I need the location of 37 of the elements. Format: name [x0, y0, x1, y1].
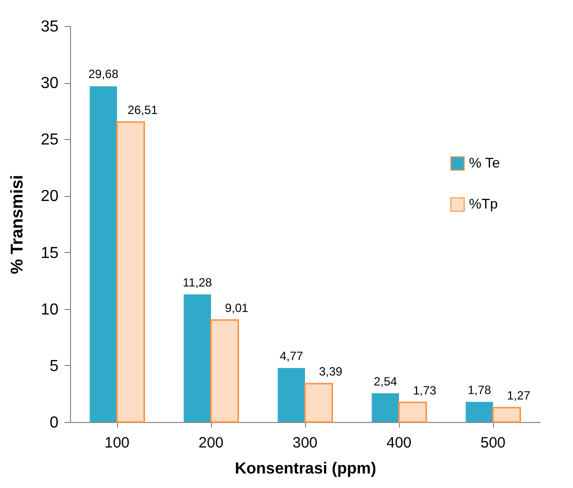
- data-label: 2,54: [374, 374, 398, 388]
- y-tick-label: 10: [40, 301, 59, 318]
- x-tick-label: 300: [292, 434, 318, 452]
- legend-label: % Te: [469, 154, 500, 170]
- data-label: 9,01: [224, 301, 249, 316]
- bar: [372, 393, 399, 422]
- data-label: 1,27: [506, 388, 531, 403]
- data-label: 3,39: [318, 364, 343, 379]
- y-tick-label: 25: [40, 132, 59, 149]
- bar: [466, 402, 493, 422]
- bar: [398, 402, 428, 423]
- y-tick-label: 5: [50, 358, 59, 375]
- y-tick-label: 30: [40, 75, 59, 92]
- x-tick-label: 200: [198, 434, 224, 452]
- y-tick-label: 15: [40, 244, 59, 262]
- bar: [210, 319, 240, 423]
- bar: [90, 86, 117, 422]
- bar: [116, 121, 146, 423]
- legend-label: %Tp: [469, 196, 498, 212]
- x-axis-title: Konsentrasi (ppm): [234, 460, 376, 478]
- data-label: 4,77: [280, 349, 304, 364]
- x-tick-label: 400: [386, 434, 412, 452]
- data-label: 26,51: [128, 103, 158, 118]
- y-axis-title: % Transmisi: [8, 174, 27, 274]
- bar: [304, 382, 334, 423]
- data-label: 29,68: [88, 67, 119, 82]
- data-label: 1,78: [468, 382, 492, 397]
- data-label: 11,28: [182, 275, 212, 290]
- y-tick-label: 0: [50, 414, 59, 432]
- y-tick-label: 20: [40, 188, 59, 206]
- x-tick-label: 500: [480, 434, 506, 452]
- y-tick-label: 35: [40, 18, 59, 36]
- x-tick-label: 100: [104, 434, 130, 452]
- data-label: 1,73: [412, 383, 437, 398]
- bar: [184, 294, 211, 422]
- bar: [278, 368, 305, 422]
- bar: [492, 406, 522, 423]
